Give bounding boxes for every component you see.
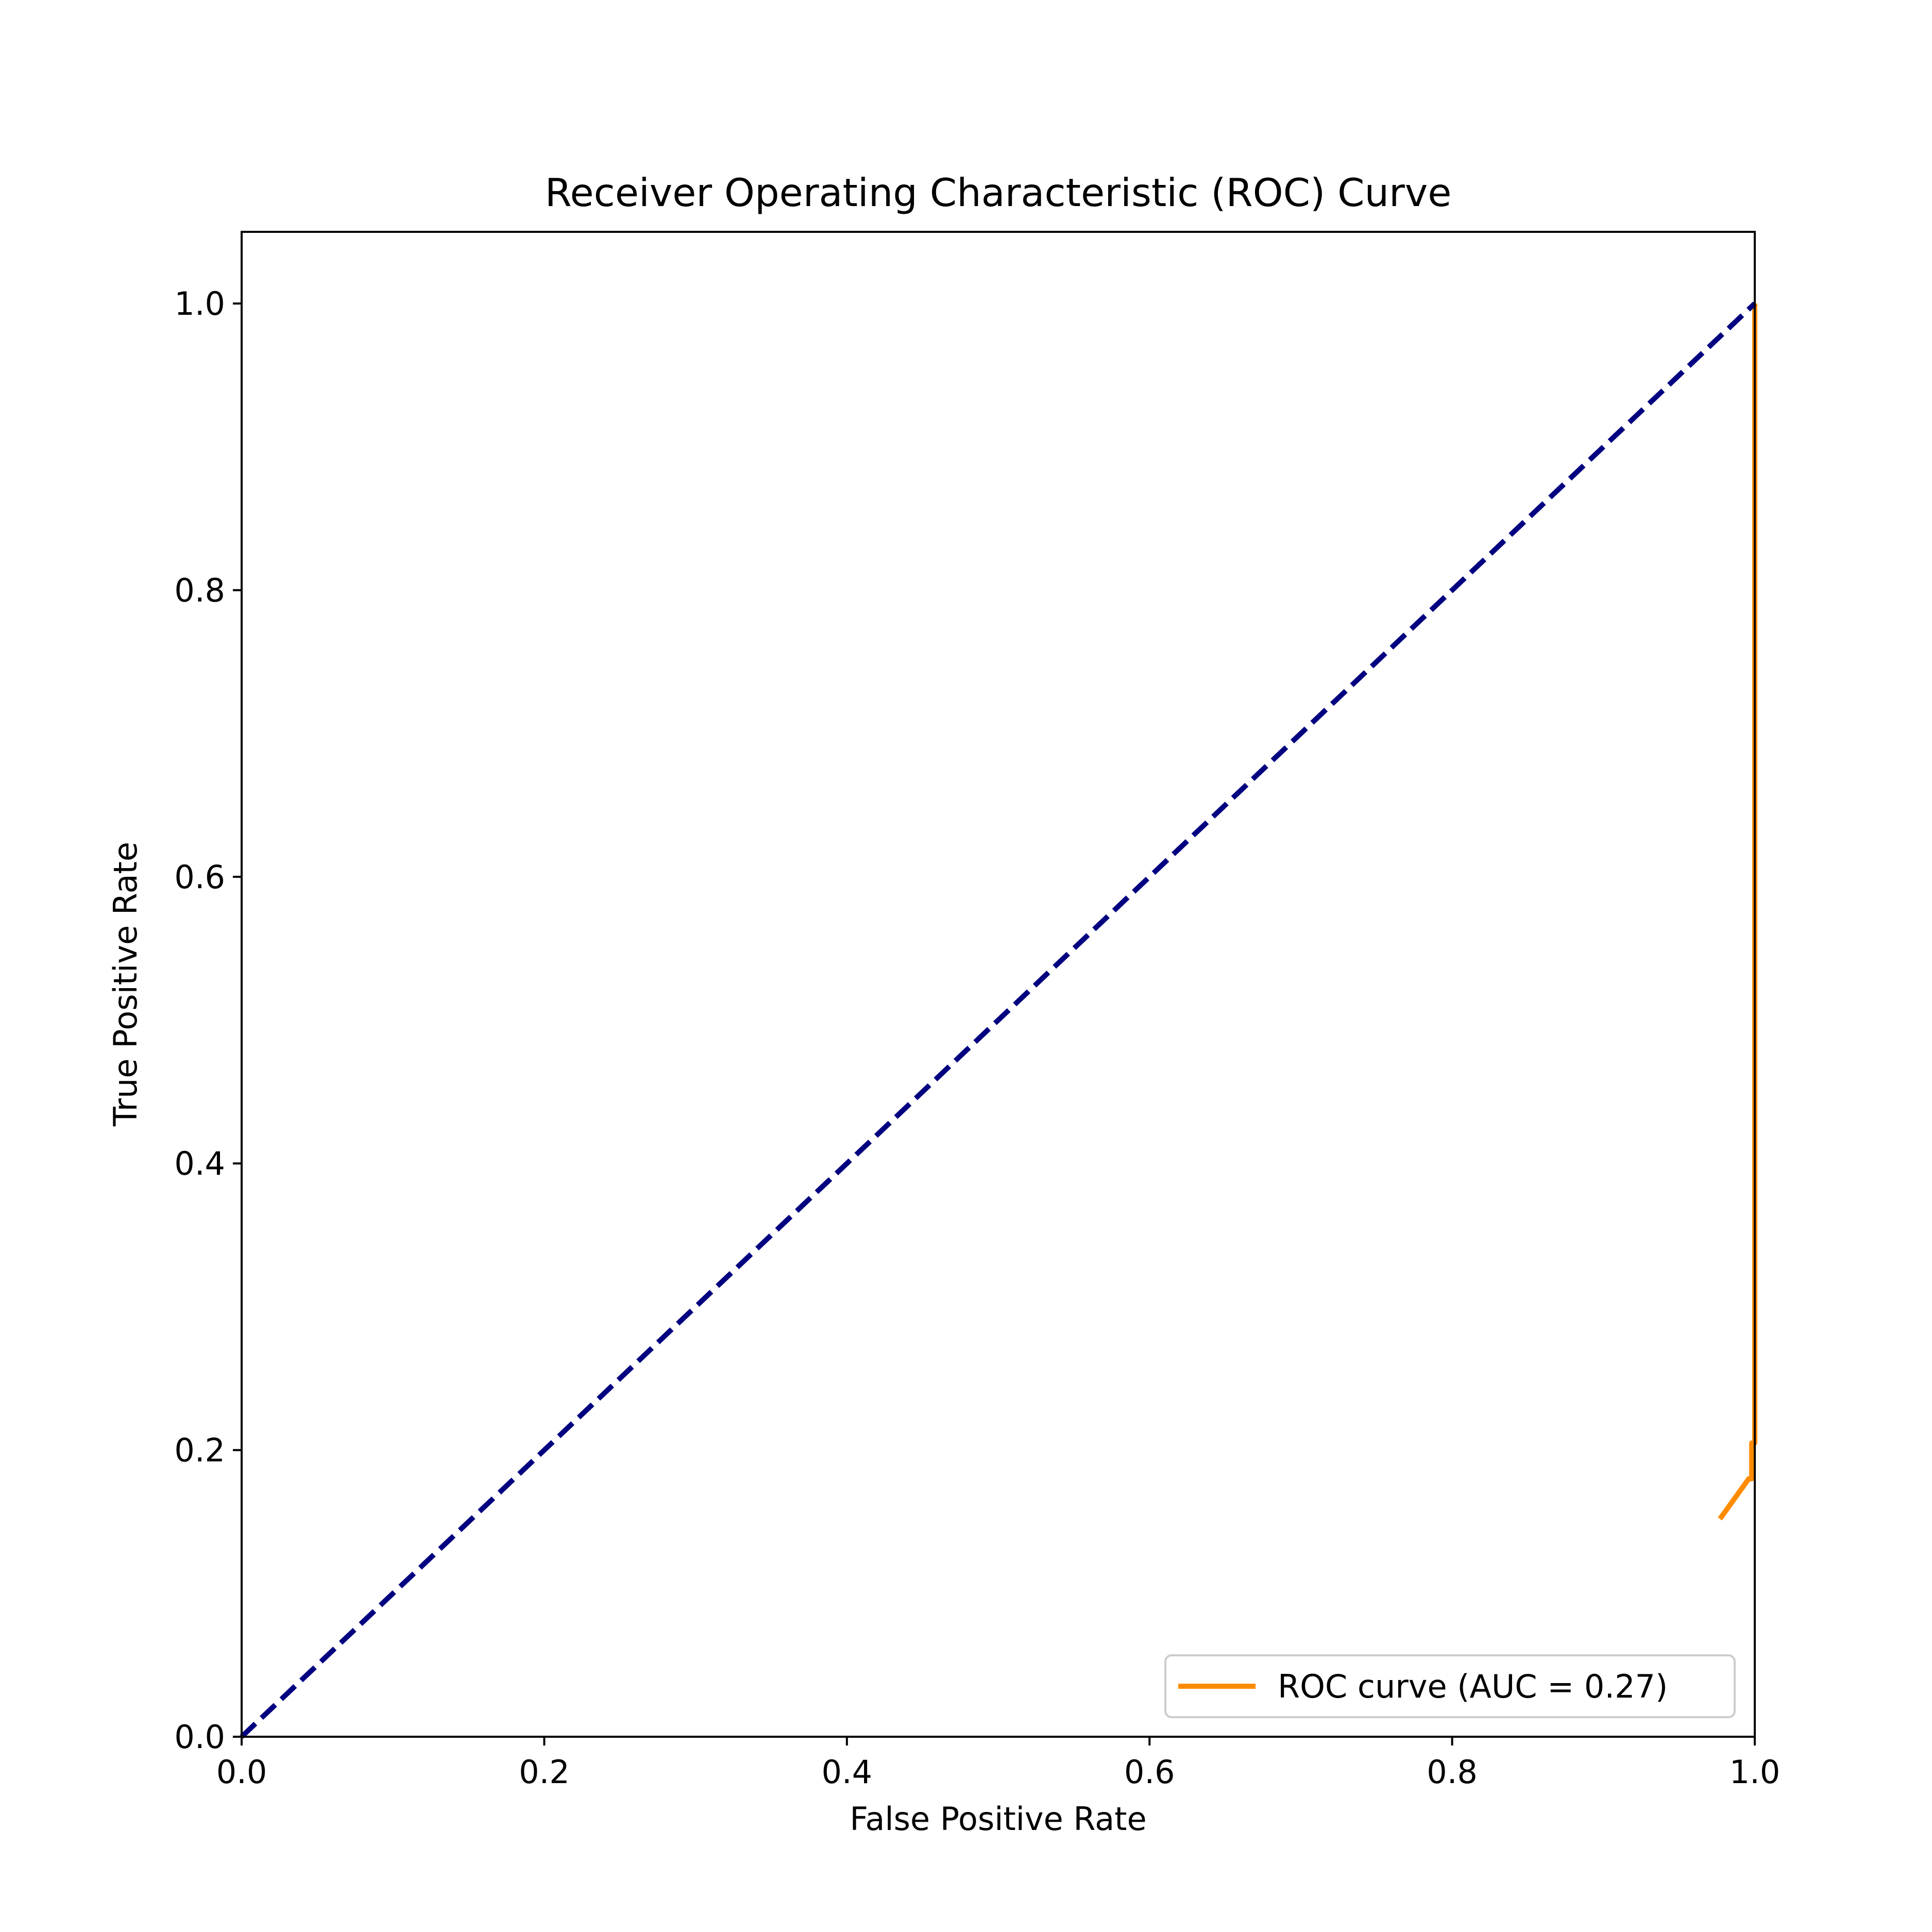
y-tick-label: 0.6 [174,858,225,896]
y-axis-label: True Positive Rate [107,842,144,1127]
x-tick-label: 0.4 [821,1753,872,1791]
y-tick-label: 0.8 [174,571,225,609]
x-tick-label: 0.2 [519,1753,570,1791]
x-tick-label: 0.6 [1124,1753,1175,1791]
y-axis-ticks: 0.0 0.2 0.4 0.6 0.8 1.0 [174,285,242,1756]
x-tick-label: 0.0 [216,1753,267,1791]
x-tick-label: 1.0 [1730,1753,1781,1791]
chart-title: Receiver Operating Characteristic (ROC) … [545,170,1452,215]
x-axis-ticks: 0.0 0.2 0.4 0.6 0.8 1.0 [216,1737,1781,1791]
x-axis-label: False Positive Rate [850,1800,1146,1838]
legend: ROC curve (AUC = 0.27) [1164,1654,1736,1718]
plot-frame [241,231,1756,1738]
y-tick-label: 1.0 [174,285,225,323]
y-tick-label: 0.2 [174,1432,225,1469]
legend-label-roc: ROC curve (AUC = 0.27) [1278,1668,1668,1705]
chance-diagonal-line [240,301,1757,1739]
y-tick-label: 0.4 [174,1145,225,1182]
legend-box [1164,1654,1736,1718]
x-tick-label: 0.8 [1427,1753,1478,1791]
y-tick-label: 0.0 [174,1718,225,1756]
